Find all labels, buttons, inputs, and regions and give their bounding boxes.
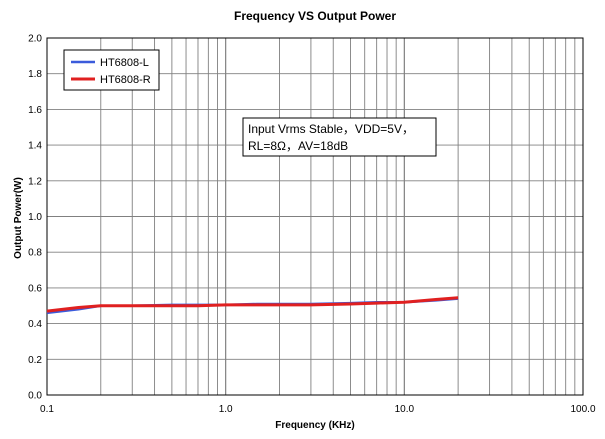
y-tick-label: 0.2 [28,355,42,366]
y-tick-label: 1.8 [28,69,42,80]
y-axis-label: Output Power(W) [13,177,24,259]
x-tick-label: 1.0 [219,404,233,415]
y-tick-label: 1.0 [28,212,42,223]
y-tick-label: 1.4 [28,141,42,152]
series-lines [46,296,459,315]
x-tick-label: 10.0 [395,404,415,415]
annotation-line-2: RL=8Ω，AV=18dB [248,139,348,153]
y-axis-ticks: 0.0 0.2 0.4 0.6 0.8 1.0 1.2 1.4 1.6 1.8 2.0 [28,34,42,402]
annotation-box: Input Vrms Stable，VDD=5V， RL=8Ω，AV=18dB [242,117,437,157]
annotation-line-1: Input Vrms Stable，VDD=5V， [248,122,414,136]
x-tick-label: 0.1 [40,404,54,415]
y-tick-label: 0.4 [28,319,42,330]
y-tick-label: 0.0 [28,391,42,402]
legend-label-ht6808-l: HT6808-L [100,57,149,69]
y-tick-label: 2.0 [28,34,42,45]
annotation-frame [242,117,437,157]
y-tick-label: 0.8 [28,248,42,259]
series-line-ht6808-r [46,296,459,313]
x-axis-ticks: 0.1 1.0 10.0 100.0 [40,404,596,415]
legend: HT6808-L HT6808-R [63,49,160,91]
x-axis-label: Frequency (KHz) [275,420,354,431]
y-tick-label: 1.2 [28,176,42,187]
y-tick-label: 1.6 [28,105,42,116]
legend-box [63,49,160,91]
x-tick-label: 100.0 [570,404,595,415]
plot-border [46,37,584,396]
grid-lines [46,37,584,396]
y-tick-label: 0.6 [28,283,42,294]
chart-title: Frequency VS Output Power [234,9,396,23]
legend-label-ht6808-r: HT6808-R [100,74,151,86]
